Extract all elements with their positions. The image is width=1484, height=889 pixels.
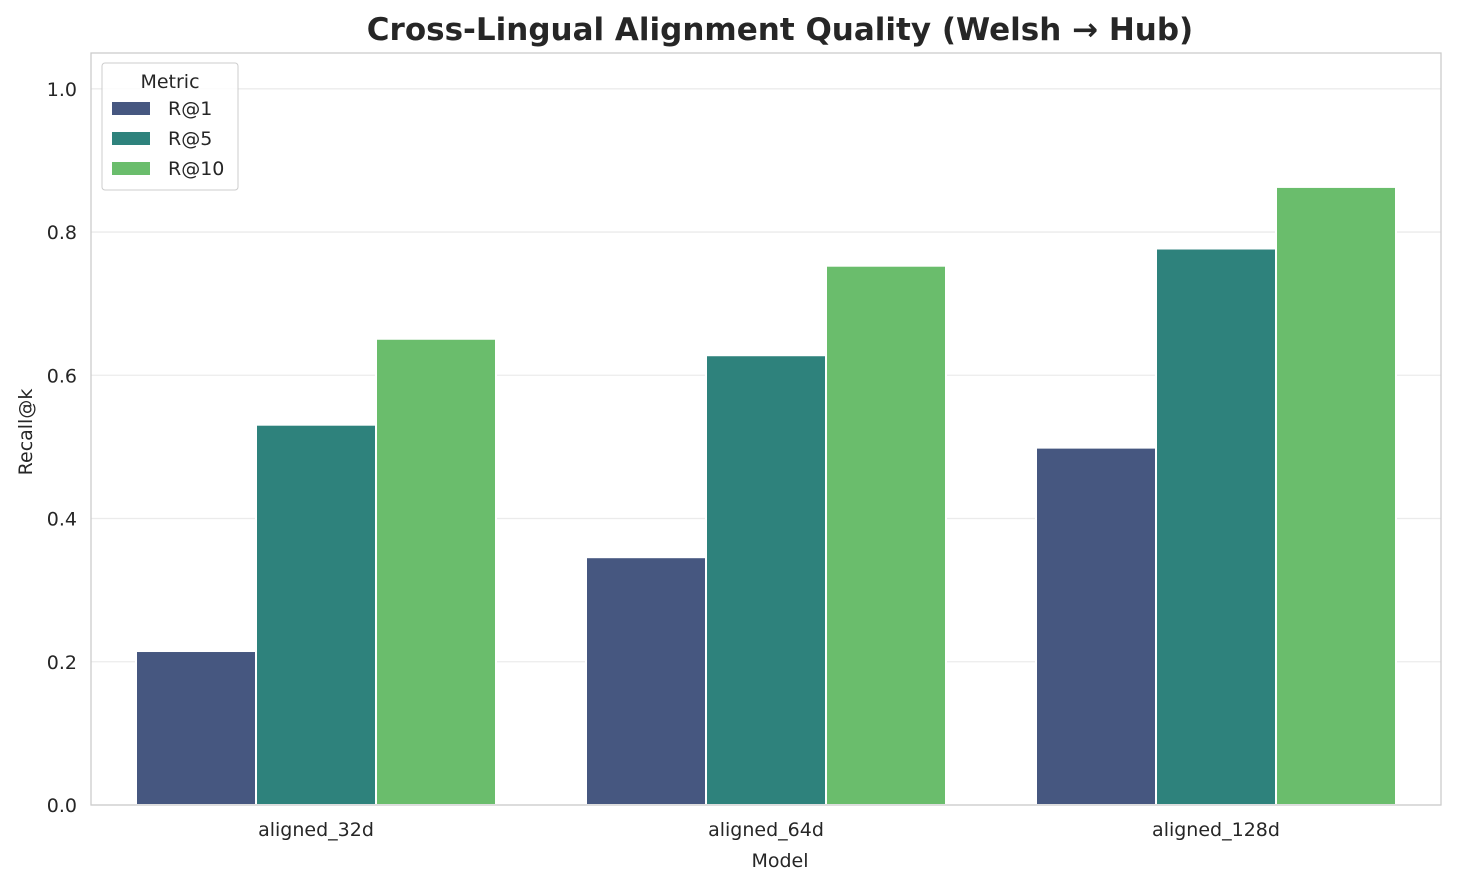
x-tick-label: aligned_128d bbox=[1152, 819, 1280, 841]
y-tick-label: 0.8 bbox=[47, 222, 77, 244]
legend: Metric R@1 R@5 R@10 bbox=[101, 62, 239, 191]
bar-R@10-aligned_128d bbox=[1275, 185, 1397, 806]
y-axis-label: Recall@k bbox=[15, 389, 37, 476]
bar-R@5-aligned_32d bbox=[255, 423, 377, 806]
legend-label-R@5: R@5 bbox=[168, 128, 212, 150]
y-tick-label: 0.4 bbox=[47, 509, 77, 531]
bar-R@1-aligned_32d bbox=[135, 650, 257, 806]
plot-frame bbox=[90, 52, 1442, 806]
x-tick-label: aligned_32d bbox=[258, 819, 374, 841]
bar-R@10-aligned_32d bbox=[375, 337, 497, 806]
legend-swatch-R@5 bbox=[112, 132, 150, 145]
bar-R@1-aligned_128d bbox=[1035, 446, 1157, 806]
bar-R@10-aligned_64d bbox=[825, 264, 947, 806]
bar-R@5-aligned_64d bbox=[705, 354, 827, 806]
x-axis-label: Model bbox=[751, 850, 808, 872]
y-tick-label: 0.2 bbox=[47, 652, 77, 674]
legend-swatch-R@1 bbox=[112, 102, 150, 115]
bar-R@5-aligned_128d bbox=[1155, 247, 1277, 806]
legend-label-R@10: R@10 bbox=[168, 158, 224, 180]
y-tick-label: 0.0 bbox=[47, 795, 77, 817]
y-tick-label: 0.6 bbox=[47, 365, 77, 387]
y-tick-label: 1.0 bbox=[47, 79, 77, 101]
legend-label-R@1: R@1 bbox=[168, 98, 212, 120]
legend-title: Metric bbox=[140, 71, 199, 93]
legend-box bbox=[101, 62, 239, 191]
bar-R@1-aligned_64d bbox=[585, 556, 707, 807]
legend-swatch-R@10 bbox=[112, 162, 150, 175]
chart-title: Cross-Lingual Alignment Quality (Welsh →… bbox=[367, 12, 1193, 48]
x-tick-label: aligned_64d bbox=[708, 819, 824, 841]
